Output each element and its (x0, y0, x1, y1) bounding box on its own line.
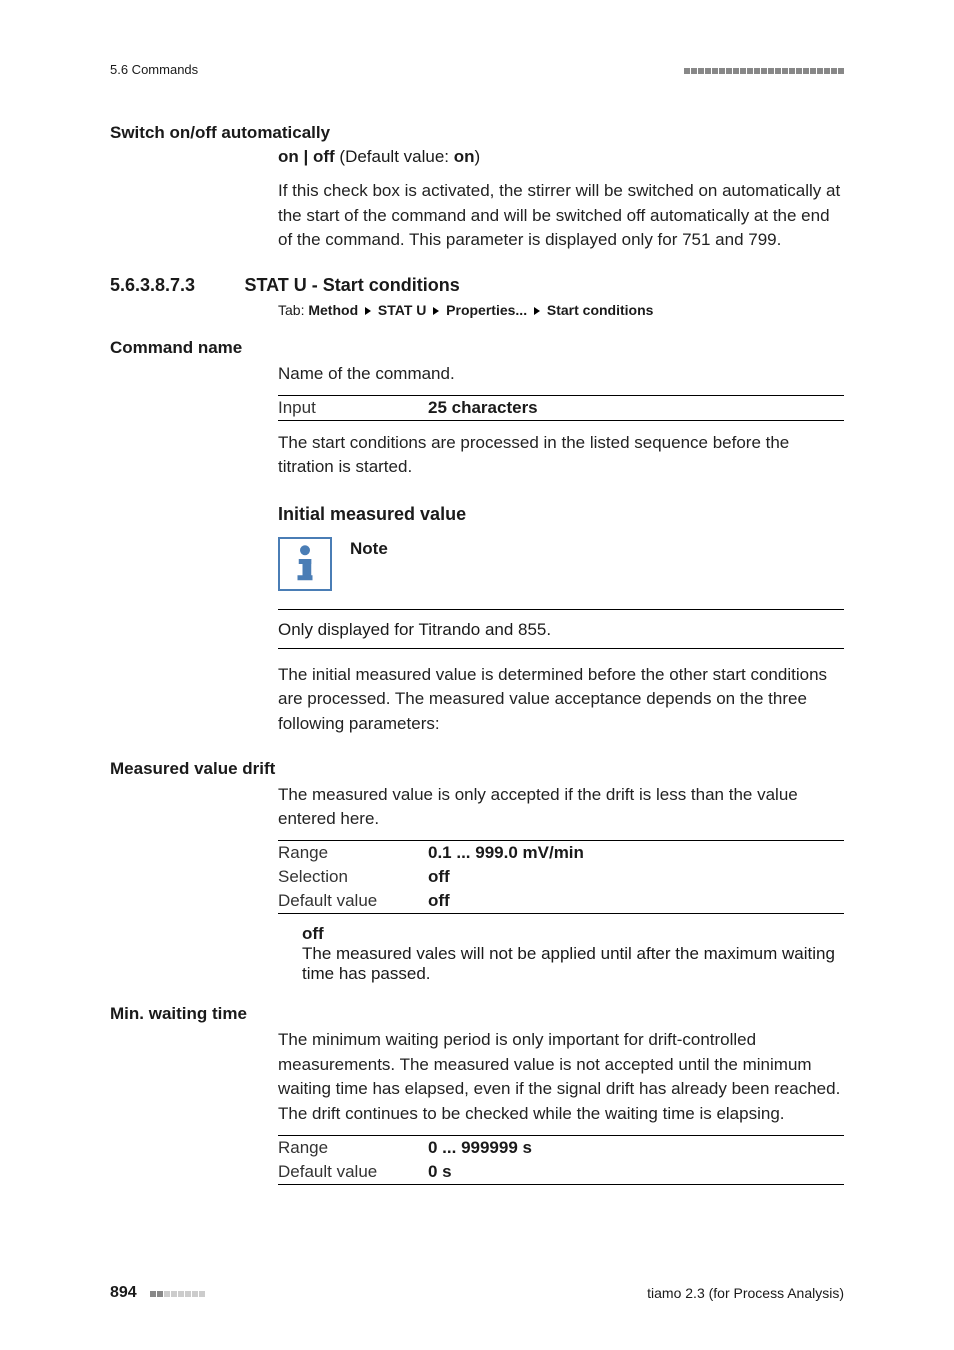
chevron-right-icon (365, 307, 371, 315)
footer-ornament (149, 1286, 205, 1301)
footer-product: tiamo 2.3 (for Process Analysis) (647, 1285, 844, 1301)
page-number: 894 (110, 1284, 137, 1302)
page-footer: 894 tiamo 2.3 (for Process Analysis) (110, 1284, 844, 1302)
section-heading: 5.6.3.8.7.3 STAT U - Start conditions (110, 275, 844, 296)
chevron-right-icon (534, 307, 540, 315)
command-name-table: Input 25 characters (278, 395, 844, 421)
note-label: Note (350, 539, 388, 559)
info-icon (278, 537, 332, 591)
param-switch-title: Switch on/off automatically (110, 123, 844, 143)
initial-mv-heading: Initial measured value (278, 504, 844, 525)
table-row: Range 0 ... 999999 s (278, 1136, 844, 1160)
page-header: 5.6 Commands (110, 62, 844, 77)
min-wait-table: Range 0 ... 999999 s Default value 0 s (278, 1135, 844, 1185)
table-row: Range 0.1 ... 999.0 mV/min (278, 841, 844, 865)
input-label: Input (278, 398, 428, 418)
mv-drift-title: Measured value drift (110, 759, 844, 779)
mv-drift-desc: The measured value is only accepted if t… (278, 783, 844, 832)
command-name-desc: Name of the command. (278, 362, 844, 387)
param-switch-options: on | off (Default value: on) (278, 147, 844, 167)
table-row: Default value 0 s (278, 1160, 844, 1184)
section-number: 5.6.3.8.7.3 (110, 275, 240, 296)
header-section-ref: 5.6 Commands (110, 62, 198, 77)
chevron-right-icon (433, 307, 439, 315)
table-row: Default value off (278, 889, 844, 913)
min-wait-desc: The minimum waiting period is only impor… (278, 1028, 844, 1127)
section-title: STAT U - Start conditions (244, 275, 459, 295)
param-switch-desc: If this check box is activated, the stir… (278, 179, 844, 253)
table-row: Selection off (278, 865, 844, 889)
mv-drift-table: Range 0.1 ... 999.0 mV/min Selection off… (278, 840, 844, 914)
command-name-title: Command name (110, 338, 844, 358)
input-value: 25 characters (428, 398, 538, 418)
initial-mv-desc: The initial measured value is determined… (278, 663, 844, 737)
off-definition: off The measured vales will not be appli… (302, 924, 844, 984)
note-body: Only displayed for Titrando and 855. (278, 620, 844, 649)
note-box: Note Only displayed for Titrando and 855… (278, 537, 844, 649)
command-name-after: The start conditions are processed in th… (278, 431, 844, 480)
min-wait-title: Min. waiting time (110, 1004, 844, 1024)
tab-breadcrumb: Tab: Method STAT U Properties... Start c… (278, 302, 844, 318)
header-ornament (683, 62, 844, 77)
